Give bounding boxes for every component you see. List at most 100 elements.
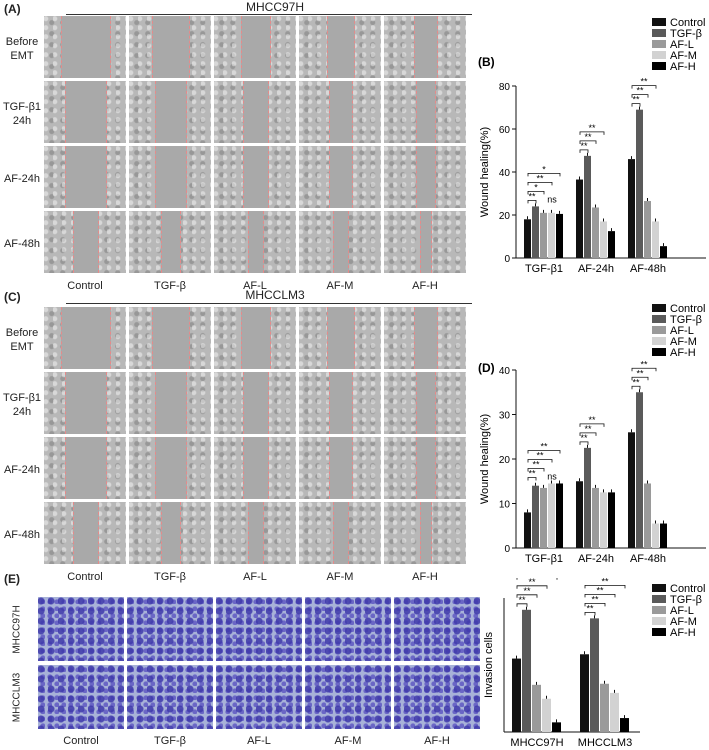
panel-e-col-label: Control <box>63 735 99 747</box>
wound-gap <box>155 146 187 208</box>
wound-gap <box>416 372 436 434</box>
significance-bracket <box>527 468 545 472</box>
bar <box>644 483 651 548</box>
legend-swatch <box>652 606 666 614</box>
wound-gap <box>243 146 269 208</box>
legend-swatch <box>652 40 666 48</box>
legend-swatch <box>652 315 666 323</box>
bar <box>636 109 643 259</box>
significance-bracket <box>527 173 561 177</box>
y-tick-label: 40 <box>499 168 511 179</box>
significance-bracket <box>527 182 553 186</box>
significance-mark: ** <box>586 603 594 613</box>
bar <box>652 221 659 258</box>
y-tick-label: 0 <box>504 544 510 555</box>
panel-a-micrograph <box>214 146 296 208</box>
panel-c-col-label: AF-H <box>412 571 438 583</box>
wound-gap <box>329 81 353 143</box>
bar <box>532 684 541 732</box>
bar <box>590 618 599 732</box>
significance-bracket <box>631 85 657 89</box>
panel-a-col-label: AF-H <box>412 280 438 292</box>
panel-a-micrograph <box>384 81 466 143</box>
panel-c-col-label: TGF-β <box>154 571 186 583</box>
legend-swatch <box>652 595 666 603</box>
significance-mark: ** <box>580 433 588 443</box>
bar <box>524 512 531 548</box>
significance-bracket <box>579 140 597 144</box>
bar <box>660 523 667 548</box>
significance-mark: ** <box>584 424 592 434</box>
legend-label: AF-L <box>670 325 694 337</box>
y-axis-label: Invasion cells <box>483 631 495 698</box>
wound-gap <box>240 307 272 369</box>
panel-a-micrograph <box>44 81 126 143</box>
panel-a-micrograph <box>384 16 466 78</box>
x-tick-label: AF-48h <box>630 553 666 565</box>
panel-a-title-line <box>66 14 472 15</box>
wound-gap <box>155 372 187 434</box>
wound-gap <box>161 211 181 273</box>
panel-a-col-label: Control <box>67 280 103 292</box>
legend-label: AF-L <box>670 39 694 51</box>
panel-e-stain-image <box>305 597 391 661</box>
panel-c-title: MHCCLM3 <box>245 288 305 302</box>
bar <box>636 392 643 548</box>
x-tick-label: TGF-β1 <box>525 263 563 275</box>
panel-a-micrograph <box>129 146 211 208</box>
significance-bracket <box>527 450 561 454</box>
wound-gap <box>333 502 349 564</box>
ns-mark: ns <box>547 194 557 204</box>
wound-gap <box>65 146 107 208</box>
panel-c-micrograph <box>214 502 296 564</box>
panel-c-micrograph <box>129 502 211 564</box>
panel-a-letter: (A) <box>4 2 21 16</box>
significance-mark: ** <box>523 586 531 596</box>
bar <box>576 481 583 548</box>
significance-bracket <box>584 602 606 607</box>
panel-a-row-label: AF-24h <box>3 172 41 185</box>
x-tick-label: MHCCLM3 <box>578 737 632 749</box>
wound-gap <box>161 502 181 564</box>
wound-gap <box>419 502 433 564</box>
bar <box>600 492 607 548</box>
panel-c-col-label: Control <box>67 571 103 583</box>
legend-swatch <box>652 628 666 636</box>
bar <box>644 201 651 258</box>
panel-a-micrograph <box>299 211 381 273</box>
panel-a-micrograph <box>129 16 211 78</box>
wound-gap <box>416 146 436 208</box>
wound-gap <box>329 146 353 208</box>
legend-swatch <box>652 51 666 59</box>
bar <box>584 447 591 548</box>
wound-gap <box>414 307 438 369</box>
wound-gap <box>243 372 269 434</box>
wound-gap <box>73 211 99 273</box>
panel-c-micrograph <box>384 437 466 499</box>
panel-c-col-label: AF-M <box>326 571 354 583</box>
panel-c-letter: (C) <box>4 290 21 304</box>
y-tick-label: 30 <box>499 411 511 422</box>
legend-swatch <box>652 337 666 345</box>
bar <box>556 483 563 548</box>
panel-c-micrograph <box>299 502 381 564</box>
wound-gap <box>73 502 99 564</box>
significance-bracket <box>631 367 657 372</box>
bar <box>532 485 539 548</box>
panel-c-micrograph <box>44 437 126 499</box>
wound-gap <box>61 16 111 78</box>
wound-gap <box>416 81 436 143</box>
bar <box>522 609 531 732</box>
significance-mark: ** <box>528 578 536 587</box>
panel-a-micrograph <box>384 146 466 208</box>
legend-label: TGF-β <box>670 28 702 40</box>
significance-mark: ** <box>636 368 644 378</box>
panel-a-micrograph <box>129 81 211 143</box>
panel-c-micrograph <box>214 437 296 499</box>
panel-c-micrograph <box>299 307 381 369</box>
panel-a-micrograph <box>214 81 296 143</box>
wound-gap <box>65 81 107 143</box>
significance-bracket <box>584 611 596 616</box>
significance-mark: ** <box>528 468 536 478</box>
